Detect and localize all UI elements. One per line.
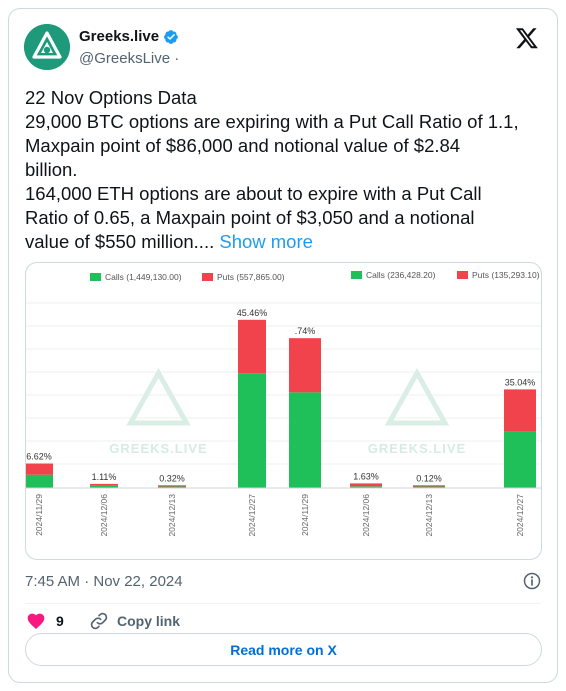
tweet-line: billion. bbox=[25, 159, 78, 180]
data-label: .74% bbox=[295, 326, 316, 336]
divider bbox=[25, 603, 541, 604]
bar-puts bbox=[158, 485, 186, 487]
verified-badge-icon bbox=[164, 29, 178, 44]
link-icon bbox=[90, 612, 108, 630]
author-handle[interactable]: @GreeksLive bbox=[79, 50, 171, 67]
tweet-line: 29,000 BTC options are expiring with a P… bbox=[25, 111, 519, 132]
x-tick-label: 2024/12/13 bbox=[424, 494, 434, 537]
data-label: 35.04% bbox=[505, 377, 536, 387]
author-display-name[interactable]: Greeks.live bbox=[79, 28, 160, 45]
x-tick-label: 2024/12/27 bbox=[515, 494, 525, 537]
data-label: 0.12% bbox=[416, 473, 442, 483]
x-tick-label: 2024/11/29 bbox=[300, 494, 310, 536]
handle-separator: · bbox=[174, 50, 180, 67]
bar-calls bbox=[90, 485, 118, 488]
legend-swatch-calls bbox=[90, 273, 101, 281]
bar-calls bbox=[413, 486, 445, 488]
bar-calls bbox=[289, 392, 321, 488]
bar-puts bbox=[90, 483, 118, 486]
x-tick-label: 2024/12/06 bbox=[361, 494, 371, 537]
read-more-button[interactable]: Read more on X bbox=[25, 633, 542, 666]
bar-puts bbox=[289, 338, 321, 393]
legend-label-puts: Puts (135,293.10) bbox=[472, 270, 540, 280]
x-tick-label: 2024/12/27 bbox=[247, 494, 257, 537]
bar-calls bbox=[350, 486, 382, 488]
like-count: 9 bbox=[56, 613, 64, 629]
watermark-text: GREEKS.LIVE bbox=[109, 441, 207, 456]
like-button[interactable]: 9 bbox=[26, 611, 64, 631]
bar-calls bbox=[158, 486, 186, 488]
author-handle-row[interactable]: @GreeksLive · bbox=[79, 50, 179, 67]
data-label: 6.62% bbox=[26, 452, 52, 462]
tweet-line: Ratio of 0.65, a Maxpain point of $3,050… bbox=[25, 207, 475, 228]
info-icon[interactable] bbox=[522, 571, 542, 591]
greeks-logo-icon bbox=[24, 24, 70, 70]
legend-label-calls: Calls (1,449,130.00) bbox=[105, 272, 182, 282]
watermark-logo-icon bbox=[384, 367, 450, 426]
x-tick-label: 2024/11/29 bbox=[34, 494, 44, 536]
tweet-timestamp[interactable]: 7:45 AM · Nov 22, 2024 bbox=[25, 573, 183, 590]
author-avatar[interactable] bbox=[24, 24, 70, 70]
data-label: 1.63% bbox=[353, 471, 379, 481]
copy-link-label: Copy link bbox=[117, 613, 181, 629]
bar-puts bbox=[238, 319, 266, 374]
tweet-line: 164,000 ETH options are about to expire … bbox=[25, 183, 482, 204]
heart-icon bbox=[27, 613, 45, 629]
watermark-logo-icon bbox=[126, 367, 191, 426]
legend-label-puts: Puts (557,865.00) bbox=[217, 272, 285, 282]
data-label: 1.11% bbox=[92, 472, 117, 482]
data-label: 0.32% bbox=[159, 473, 185, 483]
legend-swatch-puts bbox=[202, 273, 213, 281]
data-label: 45.46% bbox=[237, 308, 268, 318]
bar-puts bbox=[504, 389, 536, 432]
show-more-link[interactable]: Show more bbox=[219, 231, 313, 252]
options-chart: GREEKS.LIVE Calls (1,449,130.00) Puts (557… bbox=[26, 270, 541, 537]
legend-label-calls: Calls (236,428.20) bbox=[366, 270, 436, 280]
tweet-line-last: value of $550 million.... Show more bbox=[25, 230, 550, 254]
tweet-line: Maxpain point of $86,000 and notional va… bbox=[25, 135, 461, 156]
bar-puts bbox=[413, 485, 445, 487]
copy-link-button[interactable]: Copy link bbox=[89, 611, 180, 631]
bar-calls bbox=[26, 474, 53, 488]
attached-chart-image[interactable]: GREEKS.LIVE Calls (1,449,130.00) Puts (557… bbox=[25, 262, 542, 560]
tweet-body: 22 Nov Options Data 29,000 BTC options a… bbox=[25, 86, 550, 254]
bar-calls bbox=[238, 373, 266, 488]
tweet-card: Greeks.live @GreeksLive · 22 Nov Options… bbox=[8, 8, 558, 683]
x-logo-icon[interactable] bbox=[515, 26, 539, 50]
legend-swatch-calls bbox=[351, 271, 362, 279]
watermark-text: GREEKS.LIVE bbox=[368, 441, 466, 456]
tweet-line-text: value of $550 million.... bbox=[25, 231, 215, 252]
bar-puts bbox=[350, 483, 382, 487]
x-tick-label: 2024/12/13 bbox=[167, 494, 177, 537]
legend-swatch-puts bbox=[457, 271, 468, 279]
x-tick-label: 2024/12/06 bbox=[99, 494, 109, 537]
author-name-row[interactable]: Greeks.live bbox=[79, 28, 179, 45]
tweet-line: 22 Nov Options Data bbox=[25, 87, 197, 108]
bar-puts bbox=[26, 463, 53, 475]
bar-calls bbox=[504, 431, 536, 488]
